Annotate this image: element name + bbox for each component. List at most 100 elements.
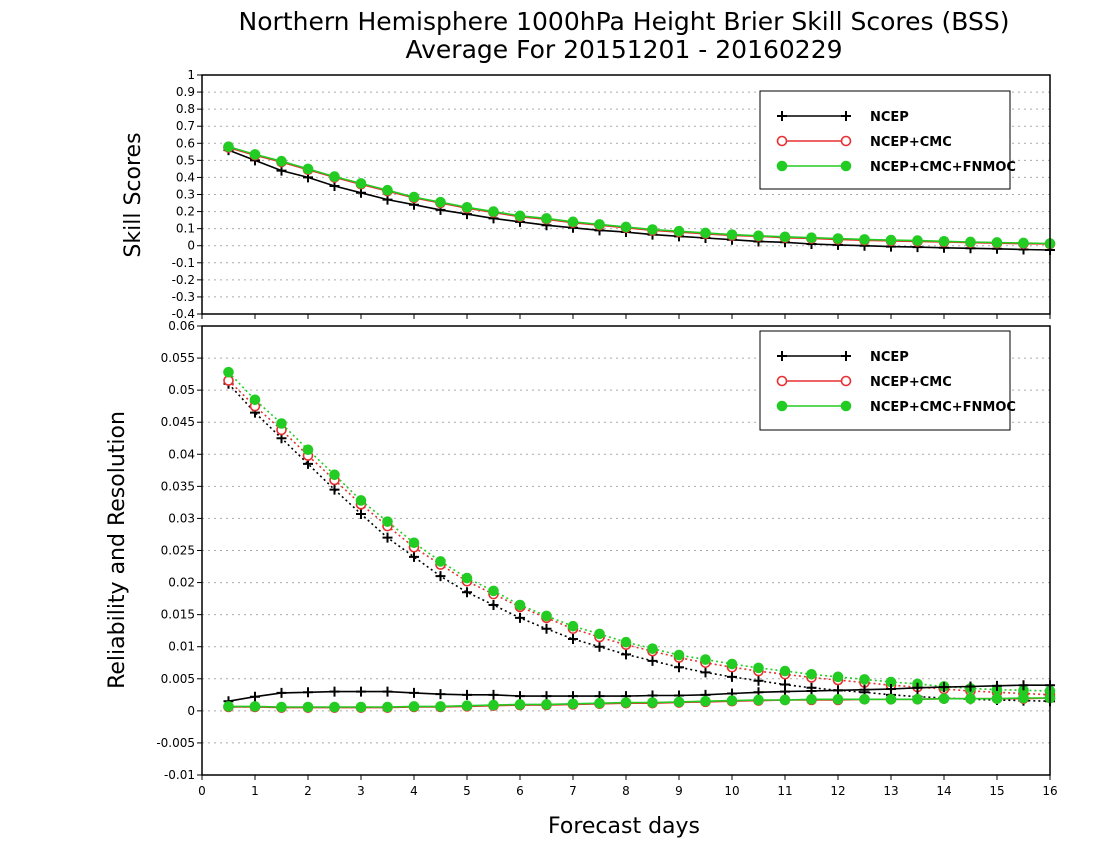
data-point [673, 649, 685, 661]
data-point [408, 701, 420, 712]
y-tick-label: 0.005 [161, 672, 195, 686]
y-tick-label: 0.025 [161, 544, 195, 558]
data-point [276, 701, 287, 713]
data-point [594, 641, 605, 652]
data-point [567, 698, 579, 710]
data-point [223, 141, 234, 152]
data-point [462, 689, 472, 700]
legend-marker [776, 160, 788, 172]
data-point [223, 366, 234, 378]
data-point [647, 643, 658, 654]
data-point [435, 701, 446, 712]
data-point [620, 697, 632, 708]
data-point [700, 654, 711, 665]
x-tick-label: 8 [622, 784, 630, 798]
data-point [673, 225, 685, 237]
data-point [249, 149, 261, 160]
data-point [382, 701, 393, 713]
legend: NCEP NCEP+CMC NCEP+CMC+FNMOC [759, 90, 1016, 190]
x-tick-label: 0 [198, 784, 206, 798]
data-point [302, 701, 314, 713]
data-point [541, 610, 552, 622]
data-point [885, 234, 897, 246]
x-tick-label: 7 [569, 784, 577, 798]
y-tick-label: 0.035 [161, 479, 195, 493]
chart-title-line1: Northern Hemisphere 1000hPa Height Brier… [239, 7, 1010, 36]
skill-scores-panel: -0.4 -0.3 -0.2 -0.1 0 0.1 0.2 0.3 0.4 0.5 0.6 0.7 0.… [172, 68, 1056, 321]
data-point [753, 694, 764, 706]
y-tick-label: 0.5 [176, 153, 195, 167]
y-tick-label: -0.2 [172, 273, 195, 287]
data-point [303, 687, 313, 698]
legend-label: NCEP [870, 110, 909, 125]
chart-title-line2: Average For 20151201 - 20160229 [405, 35, 842, 64]
data-point [408, 537, 420, 549]
data-point [276, 687, 287, 698]
data-point [912, 235, 923, 246]
data-point [329, 686, 340, 697]
data-point [329, 469, 340, 481]
data-point [302, 444, 314, 456]
legend-marker [840, 160, 852, 172]
data-point [488, 585, 499, 597]
legend: NCEP NCEP+CMC NCEP+CMC+FNMOC [759, 330, 1016, 431]
data-point [965, 236, 976, 248]
legend-box [759, 90, 1011, 190]
y-tick-label: 0.7 [176, 119, 195, 133]
data-point [674, 662, 684, 673]
data-point [302, 163, 314, 175]
legend-label: NCEP+CMC+FNMOC [870, 160, 1016, 175]
y-tick-label: -0.4 [172, 307, 195, 321]
y-tick-label: 0.045 [161, 415, 195, 429]
y-tick-label: 1 [187, 68, 195, 82]
y-tick-label: -0.01 [164, 768, 195, 782]
legend-marker [840, 400, 852, 412]
data-point [886, 684, 896, 695]
data-point [382, 516, 393, 527]
data-point [435, 571, 446, 582]
data-point [806, 668, 817, 680]
data-point [647, 655, 658, 666]
data-point [779, 665, 791, 677]
data-point [409, 687, 419, 698]
data-point [965, 693, 976, 704]
data-point [594, 628, 605, 640]
x-tick-label: 13 [883, 784, 898, 798]
data-point [355, 495, 367, 506]
data-point [832, 671, 844, 683]
x-tick-label: 16 [1042, 784, 1057, 798]
legend-label: NCEP+CMC [870, 375, 952, 390]
reliability-resolution-panel: -0.01 -0.005 0 0.005 0.01 0.015 0.02 0.025 0.03 0… [156, 319, 1057, 798]
data-point [568, 634, 578, 645]
data-point [647, 224, 658, 235]
legend-marker [840, 135, 852, 147]
data-point [806, 232, 817, 243]
data-point [382, 184, 393, 196]
x-axis-label: Forecast days [548, 814, 700, 839]
x-tick-label: 11 [777, 784, 792, 798]
y-tick-label: 0.8 [176, 102, 195, 116]
data-point [461, 572, 473, 584]
y-tick-label: 0.6 [176, 136, 195, 150]
y-tick-label: 0.9 [176, 85, 195, 99]
y-tick-label: 0.03 [168, 511, 195, 525]
data-point [488, 699, 499, 711]
data-point [727, 671, 737, 682]
data-point [620, 636, 632, 648]
data-point [435, 196, 446, 208]
legend-marker [777, 351, 787, 361]
data-point [621, 649, 631, 660]
data-point [355, 701, 367, 713]
data-point [249, 701, 261, 712]
y-tick-label: 0.4 [176, 170, 195, 184]
y-tick-label: 0.015 [161, 608, 195, 622]
data-point [435, 689, 446, 700]
y-tick-label: 0.055 [161, 351, 195, 365]
data-point [594, 697, 605, 709]
series-line-ncep-cmc-fnmoc-resolution [227, 371, 1051, 692]
data-point [382, 686, 393, 697]
legend-label: NCEP+CMC+FNMOC [870, 400, 1016, 415]
y-tick-label: 0.06 [168, 319, 195, 333]
data-point [1018, 680, 1029, 691]
data-point [912, 694, 923, 705]
